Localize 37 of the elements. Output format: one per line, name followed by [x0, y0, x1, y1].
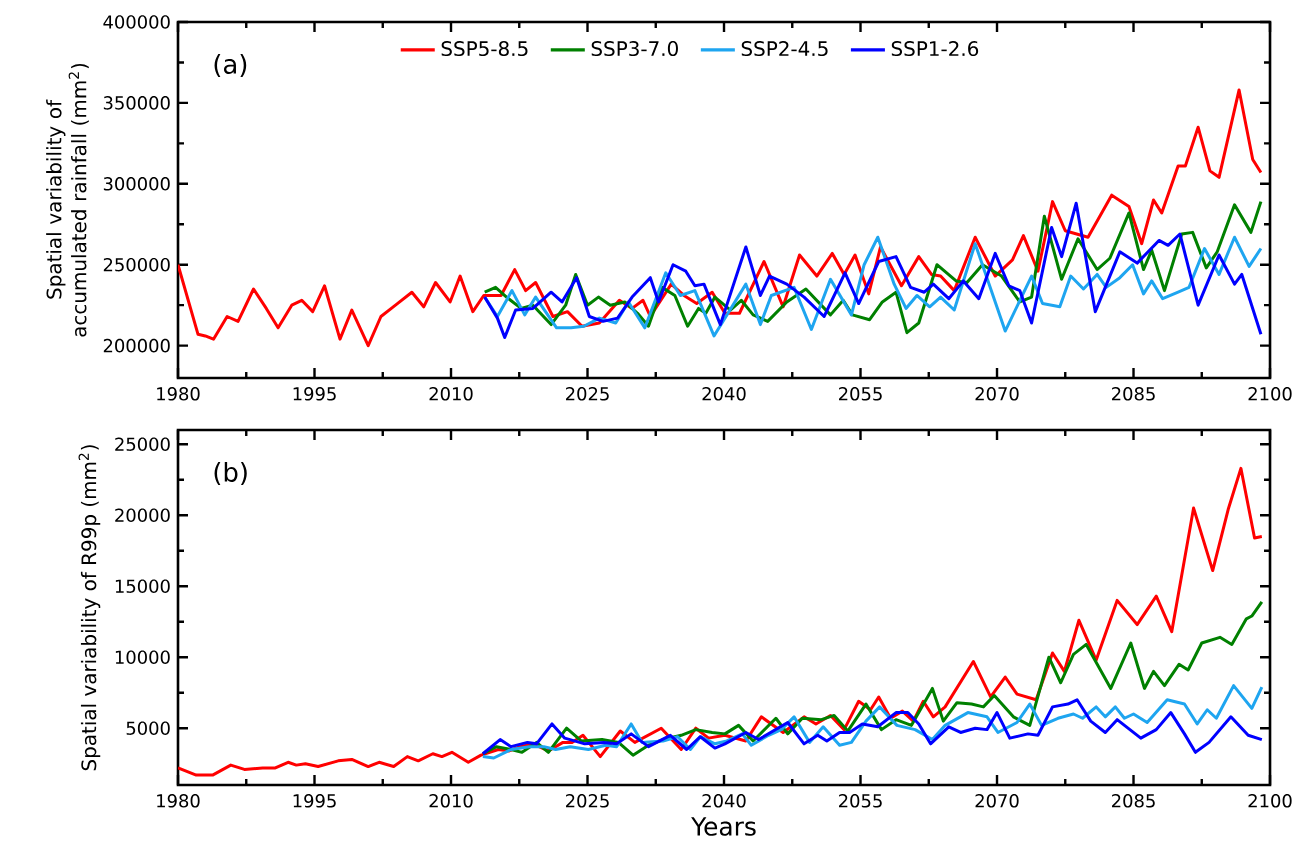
- y-tick-label: 10000: [115, 650, 170, 664]
- x-tick-label: 1995: [293, 387, 336, 401]
- x-tick-label: 2100: [1248, 794, 1292, 808]
- y-tick-label: 25000: [115, 437, 170, 451]
- x-tick-label: 1980: [157, 794, 200, 808]
- legend-label: SSP3-7.0: [591, 41, 678, 57]
- y-tick-label: 20000: [115, 508, 170, 522]
- x-tick-label: 2070: [975, 387, 1019, 401]
- annotation: (b): [214, 461, 247, 485]
- x-tick-label: 2085: [1112, 794, 1155, 808]
- x-tick-label: 2025: [566, 387, 609, 401]
- y-tick-label: 250000: [103, 257, 170, 272]
- y-axis-title: Spatial variability of accumulated rainfall (mm$^{2}$): [46, 63, 89, 337]
- x-tick-label: 1995: [293, 794, 336, 808]
- x-tick-label: 2025: [566, 794, 609, 808]
- x-tick-label: 2055: [839, 387, 882, 401]
- y-tick-label: 350000: [103, 96, 170, 110]
- legend-label: SSP1-2.6: [891, 41, 979, 57]
- y-tick-label: 300000: [103, 177, 170, 191]
- legend-label: SSP5-8.5: [441, 41, 528, 57]
- y-tick-label: 400000: [103, 15, 170, 29]
- x-tick-label: 2085: [1112, 387, 1155, 401]
- y-tick-label: 5000: [126, 721, 170, 735]
- x-tick-label: 2070: [975, 794, 1019, 808]
- legend-label: SSP2-4.5: [741, 41, 828, 57]
- y-tick-label: 15000: [115, 579, 170, 593]
- x-tick-label: 2055: [839, 794, 882, 808]
- x-tick-label: 2010: [429, 794, 473, 808]
- y-axis-title: Spatial variability of R99p (mm$^{2}$): [78, 445, 101, 771]
- x-axis-title: Years: [691, 817, 756, 836]
- y-tick-label: 200000: [103, 338, 170, 353]
- x-tick-label: 2040: [702, 387, 746, 401]
- x-tick-label: 2100: [1248, 387, 1292, 401]
- x-tick-label: 2040: [702, 794, 746, 808]
- annotation: (a): [214, 53, 247, 78]
- x-tick-label: 2010: [429, 387, 473, 401]
- x-tick-label: 1980: [157, 387, 200, 401]
